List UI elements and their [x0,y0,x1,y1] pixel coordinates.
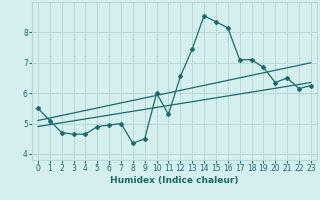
X-axis label: Humidex (Indice chaleur): Humidex (Indice chaleur) [110,176,239,185]
